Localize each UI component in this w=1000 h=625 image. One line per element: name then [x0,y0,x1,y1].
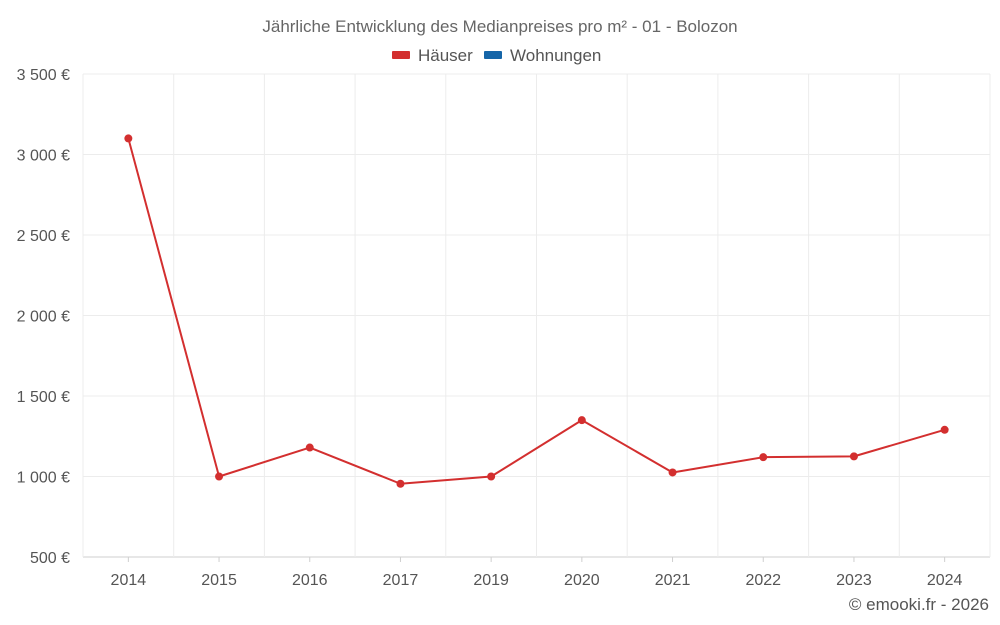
legend-label-haeuser: Häuser [418,46,473,65]
data-point-haeuser-2021[interactable] [668,468,677,477]
data-point-haeuser-2019[interactable] [487,472,496,481]
data-point-haeuser-2022[interactable] [759,453,768,462]
legend-label-wohnungen: Wohnungen [510,46,601,65]
credit-text: © emooki.fr - 2026 [849,595,989,614]
y-tick-label: 1 500 € [17,389,70,406]
y-tick-label: 500 € [30,550,70,567]
data-point-haeuser-2014[interactable] [124,134,133,143]
x-tick-label: 2023 [836,572,872,589]
x-tick-label: 2022 [745,572,781,589]
y-tick-label: 2 500 € [17,228,70,245]
legend-item-wohnungen[interactable]: Wohnungen [484,46,601,65]
grid [82,73,991,558]
data-point-haeuser-2023[interactable] [849,452,858,461]
y-tick-label: 3 500 € [17,67,70,84]
y-axis: 500 € 1 000 € 1 500 € 2 000 € 2 500 € 3 000 €… [17,67,70,567]
data-point-haeuser-2015[interactable] [215,472,224,481]
series-haeuser [124,134,949,488]
x-tick-label: 2019 [473,572,509,589]
x-tick-label: 2015 [201,572,237,589]
x-tick-label: 2020 [564,572,600,589]
y-tick-label: 2 000 € [17,309,70,326]
series-line-haeuser [127,138,945,485]
data-point-haeuser-2016[interactable] [305,443,314,452]
y-tick-label: 1 000 € [17,470,70,487]
data-point-haeuser-2024[interactable] [940,425,949,434]
legend-item-haeuser[interactable]: Häuser [392,46,473,65]
data-point-haeuser-2020[interactable] [577,416,586,425]
x-tick-label: 2017 [383,572,419,589]
x-tick-label: 2021 [655,572,691,589]
y-tick-label: 3 000 € [17,148,70,165]
legend: Häuser Wohnungen [392,46,601,65]
chart-title: Jährliche Entwicklung des Medianpreises … [262,17,737,36]
legend-swatch-wohnungen [484,51,502,59]
data-point-haeuser-2017[interactable] [396,479,405,488]
x-tick-label: 2014 [111,572,147,589]
x-axis: 2014 2015 2016 2017 2019 2020 2021 2022 2023 2024 [111,557,963,589]
x-tick-label: 2016 [292,572,328,589]
legend-swatch-haeuser [392,51,410,59]
x-tick-label: 2024 [927,572,963,589]
